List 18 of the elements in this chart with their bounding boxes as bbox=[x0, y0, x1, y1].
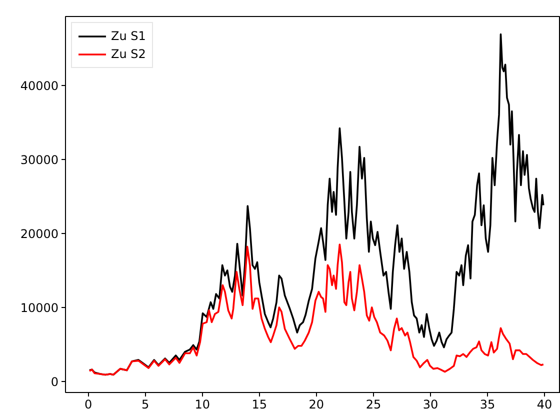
legend-label: Zu S1 bbox=[111, 29, 146, 43]
x-tick-label: 15 bbox=[252, 398, 268, 412]
x-tick-label: 0 bbox=[84, 398, 92, 412]
x-tick-label: 35 bbox=[480, 398, 496, 412]
x-tick-label: 20 bbox=[308, 398, 324, 412]
y-tick-label: 40000 bbox=[20, 78, 59, 93]
x-tick-label: 30 bbox=[422, 398, 438, 412]
line-series bbox=[88, 244, 544, 376]
line-series bbox=[88, 33, 544, 376]
x-tick-label: 25 bbox=[366, 398, 382, 412]
y-tick-label: 20000 bbox=[20, 226, 59, 241]
y-tick-label: 0 bbox=[50, 374, 59, 389]
y-tick-label: 30000 bbox=[20, 152, 59, 167]
legend-label: Zu S2 bbox=[111, 47, 146, 61]
x-tick-label: 10 bbox=[194, 398, 210, 412]
x-tick-label: 40 bbox=[536, 398, 552, 412]
y-tick-label: 10000 bbox=[20, 300, 59, 315]
x-tick-label: 5 bbox=[142, 398, 150, 412]
